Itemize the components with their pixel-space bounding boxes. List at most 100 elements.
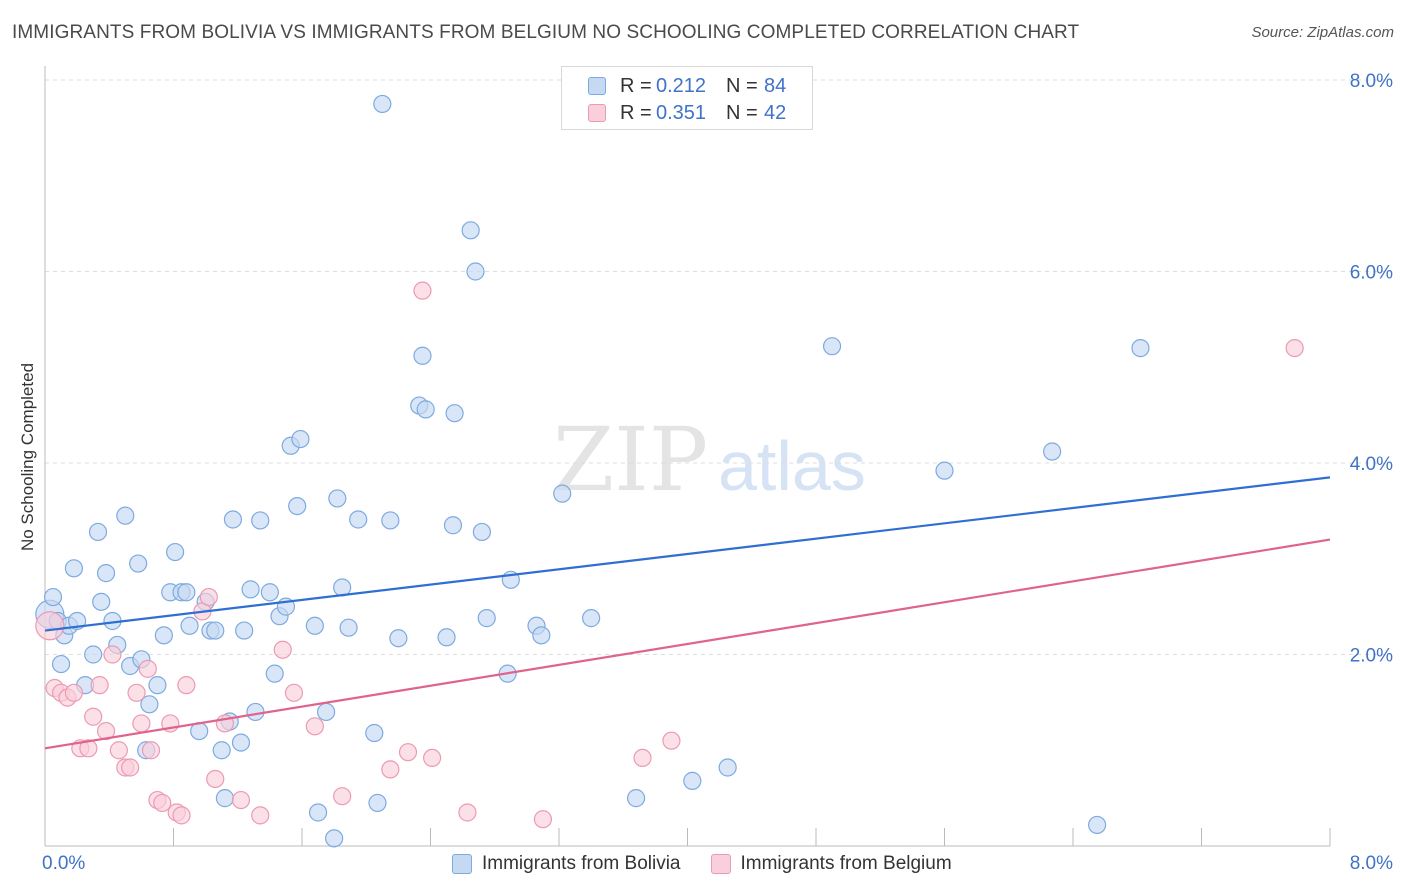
bolivia-point [260,583,279,602]
bolivia-point [308,803,328,822]
x-tick-label: 8.0% [1350,853,1393,874]
series-legend: Immigrants from Bolivia Immigrants from … [452,852,982,876]
bolivia-point [1131,339,1150,358]
belgium-point [1285,339,1304,358]
bolivia-point [231,733,251,752]
bolivia-swatch [588,77,606,95]
belgium-points [35,281,1304,829]
belgium-point [273,640,292,659]
bolivia-point [445,404,464,423]
belgium-point [333,787,352,806]
belgium-point [662,731,681,750]
trend-lines [44,476,1331,750]
bolivia-point [683,771,702,790]
belgium-point [127,683,146,702]
belgium-point [305,717,324,736]
bolivia-point [368,793,387,813]
bolivia-point [305,616,324,635]
tick-labels: 2.0% 4.0% 6.0% 8.0% 0.0% 8.0% [42,71,1393,874]
bolivia-point [472,522,491,542]
bolivia-point [935,461,954,480]
belgium-point [109,741,128,760]
belgium-point [458,803,477,822]
y-tick-label: 2.0% [1350,646,1393,667]
bolivia-point [373,94,392,114]
belgium-point [90,676,109,695]
belgium-point [35,611,65,641]
bolivia-point [381,511,400,530]
belgium-point [79,739,98,758]
bolivia-point [413,346,432,365]
bolivia-point [553,484,572,503]
y-tick-label: 6.0% [1350,263,1393,284]
bolivia-point [235,621,254,640]
bolivia-point [437,628,456,647]
belgium-point [96,721,116,741]
belgium-point [172,806,191,825]
belgium-point [141,741,161,760]
bolivia-point [265,664,284,683]
belgium-point [231,790,251,810]
bolivia-point [148,676,167,695]
belgium-point [103,645,122,664]
legend-item-belgium: Immigrants from Belgium [710,853,952,875]
axes [44,66,1331,847]
bolivia-point [349,510,368,529]
x-tick-label: 0.0% [42,853,85,874]
r-value: 0.212 [656,74,707,97]
belgium-trend-line [44,538,1331,750]
y-tick-label: 8.0% [1350,71,1393,92]
legend-label: Immigrants from Belgium [740,853,952,874]
bolivia-point [180,616,199,635]
belgium-point [284,683,304,702]
belgium-point [121,758,140,777]
bolivia-point [140,695,159,714]
bolivia-point [51,654,71,674]
bolivia-point [291,429,310,449]
zipatlas-watermark: ZIP atlas [553,408,866,511]
belgium-point [206,769,225,789]
r-label: R = [620,101,652,124]
bolivia-point [328,489,347,508]
belgium-point [423,748,442,768]
bolivia-point [389,629,408,648]
n-value: 42 [764,101,787,124]
bolivia-point [416,400,435,419]
bolivia-point [325,829,344,848]
y-tick-label: 4.0% [1350,454,1393,475]
bolivia-swatch [452,854,472,874]
bolivia-point [288,496,307,516]
belgium-point [84,707,103,726]
bolivia-point [251,511,270,530]
grid-lines [45,79,1392,655]
belgium-swatch [588,104,606,122]
bolivia-point [129,554,148,573]
n-value: 84 [764,74,787,97]
bolivia-point [477,609,496,628]
bolivia-point [64,559,84,578]
legend-item-bolivia: Immigrants from Bolivia [452,853,681,875]
r-value: 0.351 [656,101,707,124]
bolivia-point [215,789,234,808]
n-label: N = [726,101,758,124]
bolivia-point [88,522,108,542]
belgium-point [138,659,157,678]
bolivia-point [166,542,185,562]
bolivia-point [316,702,336,722]
bolivia-point [206,621,225,640]
bolivia-point [116,506,135,525]
bolivia-point [461,221,480,240]
bolivia-point [154,626,173,645]
bolivia-point [246,702,265,722]
belgium-point [177,676,196,695]
bolivia-point [626,789,646,808]
bolivia-trend-line [44,476,1331,632]
belgium-point [398,743,418,762]
bolivia-point [84,645,103,664]
watermark-atlas: atlas [718,427,866,505]
correlation-legend: R = 0.212 N = 84 R = 0.351 N = 42 [561,66,813,130]
bolivia-point [1043,442,1062,461]
bolivia-point [241,580,260,599]
bolivia-points [35,94,1150,848]
